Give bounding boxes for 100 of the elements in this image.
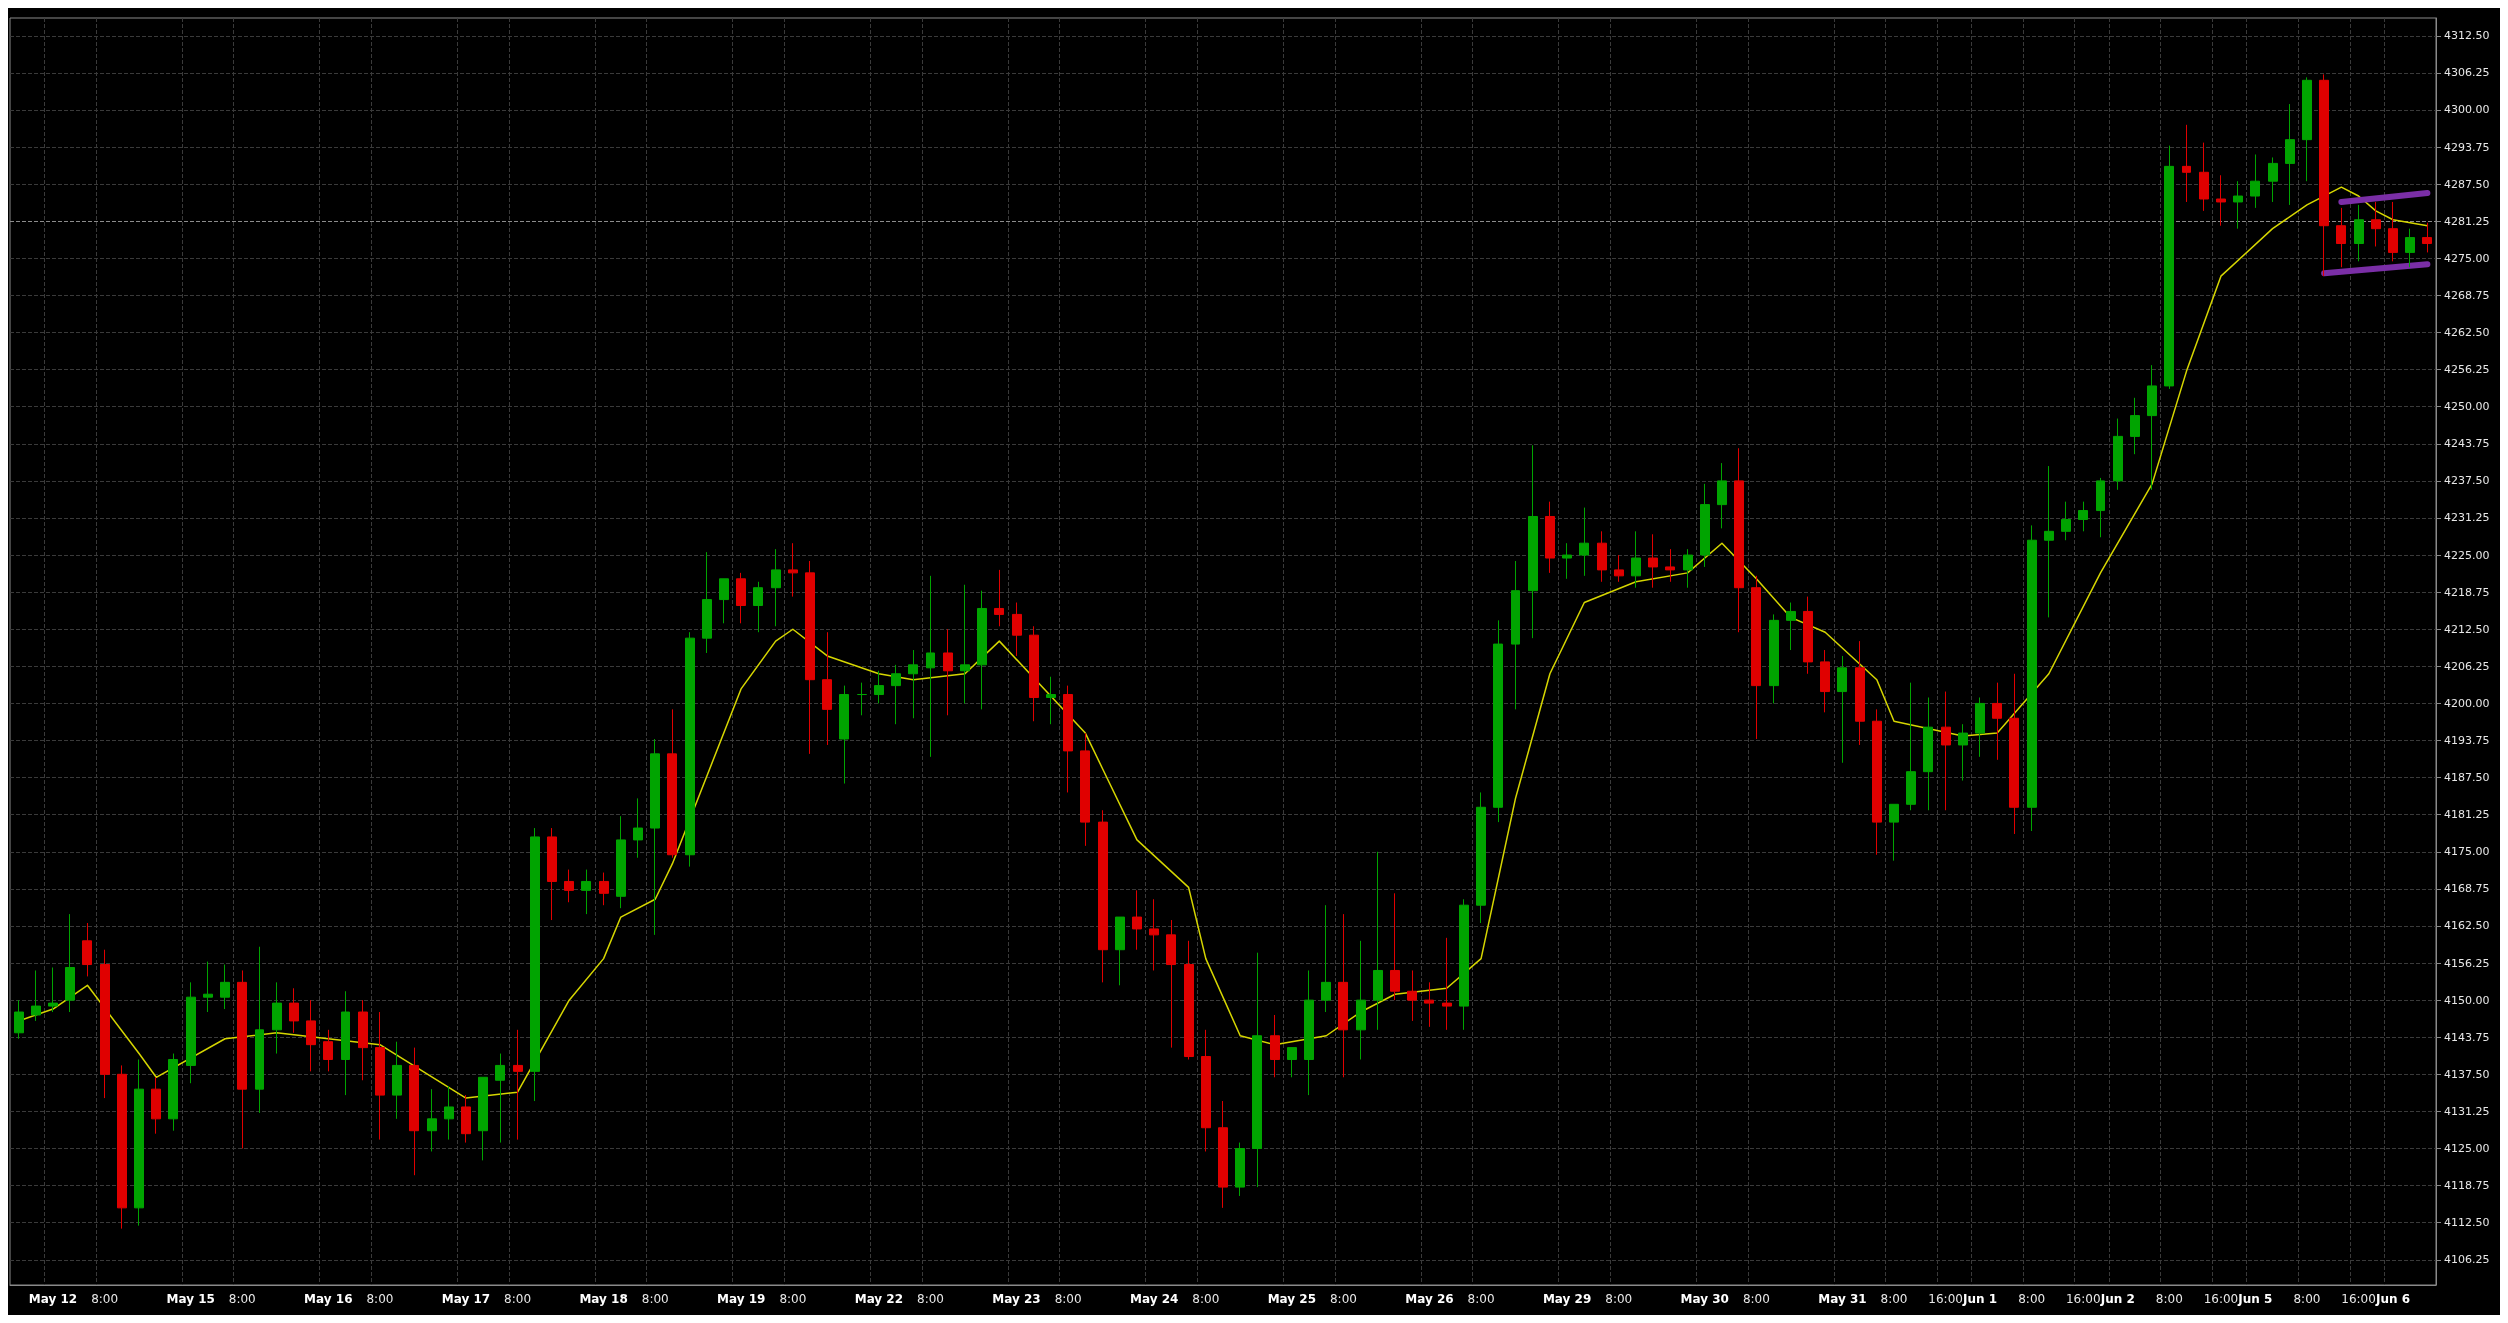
x-tick-label: 16:00 [2065,1292,2101,1306]
candlestick [753,581,763,633]
candlestick [1528,444,1538,639]
candlestick [2371,201,2381,247]
candlestick [1803,596,1813,675]
x-tick-label: 8:00 [1467,1292,1495,1306]
y-tick-label: 4293.75 [2444,140,2490,154]
candlestick [633,797,643,859]
candlestick [220,964,230,1010]
candlestick [702,551,712,654]
candlestick [1201,1029,1211,1152]
candlestick [1166,919,1176,1049]
candlestick [581,869,591,915]
candlestick [1012,602,1022,657]
y-tick-label: 4156.25 [2444,956,2490,970]
candlestick [237,969,247,1150]
candlestick [2147,364,2157,491]
candlestick [1459,898,1469,1031]
candlestick [1476,791,1486,924]
candlestick [461,1094,471,1144]
x-tick-label: May 16 [304,1292,353,1306]
candlestick [547,827,557,921]
candlestick [2061,501,2071,541]
candlestick [977,590,987,710]
candlestick [1992,682,2002,761]
candlestick [2199,142,2209,212]
candlestick [31,969,41,1022]
y-tick-label: 4231.25 [2444,511,2490,525]
x-tick-label: May 26 [1405,1292,1454,1306]
candlestick [564,869,574,903]
y-tick-label: 4262.50 [2444,326,2490,340]
candlestick [839,685,849,785]
candlestick [1837,655,1847,764]
candlestick [1287,1047,1297,1078]
candlestick [255,946,264,1114]
candlestick [2130,397,2140,455]
candlestick [134,1058,144,1227]
candlestick [2336,207,2346,268]
x-tick-label: 8:00 [2155,1292,2183,1306]
candlestick [1304,969,1314,1096]
y-tick-label: 4181.25 [2444,808,2490,822]
y-tick-label: 4112.50 [2444,1216,2490,1230]
candlestick [100,949,110,1099]
candlestick [1923,696,1933,811]
y-tick-label: 4175.00 [2444,845,2490,859]
candlestick [1648,533,1658,589]
candlestick [1700,483,1710,568]
candlestick [1597,530,1607,583]
candlestick [1235,1142,1245,1197]
candlestick [2302,76,2312,182]
candlestick [1132,889,1142,951]
candlestick [392,1041,402,1120]
candlestick [1252,952,1262,1188]
candlestick [1424,981,1434,1028]
x-tick-label: 8:00 [504,1292,532,1306]
candlestick [1218,1100,1228,1209]
candlestick [1872,708,1882,856]
candlestick [1442,937,1452,1031]
y-tick-label: 4237.50 [2444,474,2490,488]
candlestick [1734,447,1744,633]
candlestick [444,1085,454,1141]
candlestick [2422,222,2432,253]
candlestick [1511,560,1520,710]
y-tick-label: 4137.50 [2444,1067,2490,1081]
candlestick [685,631,695,868]
x-tick-label: 8:00 [779,1292,807,1306]
candlestick [65,913,75,1013]
candlestick [2233,180,2243,230]
y-tick-label: 4143.75 [2444,1030,2490,1044]
candlestick [1717,462,1727,529]
candlestick [48,967,58,1013]
candlestick [719,578,729,624]
candlestick [117,1064,127,1230]
y-tick-label: 4200.00 [2444,696,2490,710]
y-tick-label: 4300.00 [2444,103,2490,117]
candlestick [203,961,213,1013]
y-tick-label: 4218.75 [2444,585,2490,599]
y-tick-label: 4206.25 [2444,659,2490,673]
candlestick [805,560,815,755]
candlestick [1751,575,1761,740]
y-tick-label: 4268.75 [2444,288,2490,302]
candlestick [2268,156,2278,203]
candlestick [341,990,350,1096]
candlestick [1769,613,1779,704]
y-tick-label: 4212.50 [2444,622,2490,636]
x-tick-label: 8:00 [91,1292,119,1306]
candlestick [1820,649,1830,713]
y-tick-label: 4312.50 [2444,29,2490,43]
candlestick [994,569,1004,627]
x-tick-label: May 24 [1129,1292,1179,1306]
candlestick [1270,1014,1280,1078]
candlestick [2078,501,2088,532]
candlestick [2216,174,2226,227]
candlestick [82,922,92,977]
candlestick [272,981,282,1055]
candlestick [1493,619,1503,823]
y-tick-label: 4131.25 [2444,1104,2490,1118]
candlestick [1545,501,1555,574]
candlestick [1975,696,1985,758]
candlestick [2285,103,2295,206]
